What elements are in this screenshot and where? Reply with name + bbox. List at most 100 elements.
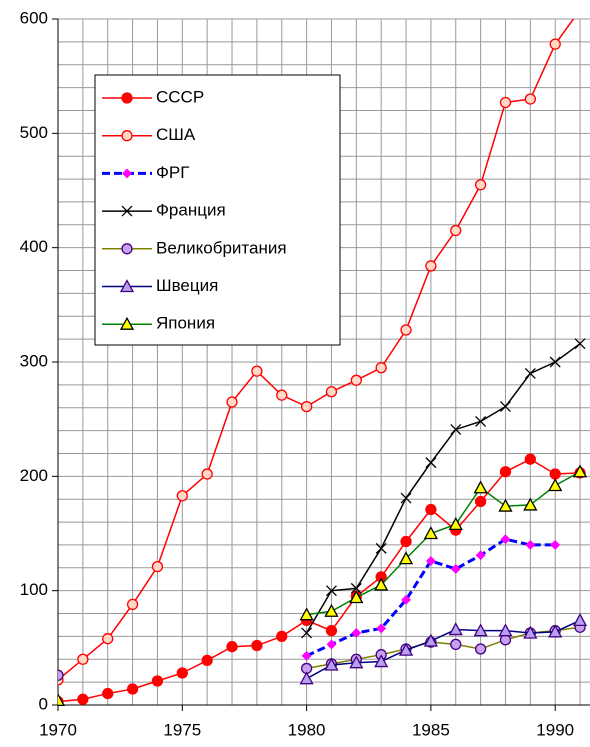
marker xyxy=(401,594,411,605)
marker xyxy=(549,468,561,480)
marker xyxy=(525,540,536,550)
legend-label: Франция xyxy=(156,201,226,220)
marker xyxy=(201,468,213,480)
marker xyxy=(473,480,488,494)
marker xyxy=(349,655,364,669)
marker xyxy=(400,492,412,504)
marker xyxy=(102,687,114,700)
marker xyxy=(575,5,585,15)
marker xyxy=(524,453,536,465)
marker xyxy=(201,654,213,667)
marker xyxy=(299,607,314,621)
marker xyxy=(549,38,561,50)
legend-box xyxy=(94,74,341,346)
marker xyxy=(498,498,513,512)
marker xyxy=(473,623,488,637)
plot-area xyxy=(58,5,588,706)
marker xyxy=(448,516,463,531)
marker xyxy=(351,628,362,638)
legend-label: СССР xyxy=(156,87,204,106)
marker xyxy=(448,622,463,636)
marker xyxy=(398,642,414,656)
marker xyxy=(549,356,561,368)
marker xyxy=(350,582,362,594)
marker xyxy=(548,478,563,492)
marker xyxy=(121,205,133,217)
marker xyxy=(450,423,462,435)
marker xyxy=(325,386,338,398)
marker xyxy=(350,374,362,386)
marker xyxy=(524,93,536,105)
x-tick-label: 1970 xyxy=(39,720,77,739)
marker xyxy=(475,415,487,427)
series-line xyxy=(306,619,581,680)
marker xyxy=(550,540,561,550)
y-tick-label: 500 xyxy=(20,123,48,142)
marker xyxy=(251,639,263,652)
marker xyxy=(548,624,563,638)
y-tick-label: 400 xyxy=(20,237,48,256)
marker xyxy=(301,650,312,661)
marker xyxy=(119,316,135,330)
marker xyxy=(58,693,66,706)
marker xyxy=(423,633,438,647)
legend: СССР США ФРГ Франция Великобритания Швеция Япо… xyxy=(94,74,341,346)
marker xyxy=(77,693,89,705)
y-tick-label: 600 xyxy=(20,8,48,27)
marker xyxy=(176,490,188,502)
marker xyxy=(299,671,314,685)
y-tick-label: 300 xyxy=(20,351,48,370)
marker xyxy=(523,625,538,639)
marker xyxy=(122,168,132,179)
marker xyxy=(500,534,511,545)
marker xyxy=(450,638,462,651)
marker xyxy=(475,550,486,561)
marker xyxy=(376,623,387,634)
marker xyxy=(425,503,437,516)
marker xyxy=(121,130,133,142)
marker xyxy=(58,669,64,681)
marker xyxy=(474,179,487,191)
marker xyxy=(251,365,263,377)
marker xyxy=(425,260,437,272)
marker xyxy=(524,367,536,379)
marker xyxy=(499,466,512,478)
x-tick-label: 1980 xyxy=(288,720,326,739)
marker xyxy=(77,653,89,665)
marker xyxy=(300,400,313,413)
marker xyxy=(324,603,339,617)
legend-label: США xyxy=(156,125,196,144)
series-line xyxy=(58,458,581,703)
legend-label: ФРГ xyxy=(156,163,189,182)
marker xyxy=(375,542,387,554)
marker xyxy=(500,401,511,413)
marker xyxy=(126,683,139,695)
marker xyxy=(324,657,339,671)
marker xyxy=(398,551,414,565)
y-tick-label: 0 xyxy=(39,694,48,713)
x-tick-label: 1990 xyxy=(536,720,574,739)
marker xyxy=(301,627,313,639)
marker xyxy=(450,564,461,574)
marker xyxy=(325,625,338,637)
marker xyxy=(151,561,164,573)
marker xyxy=(498,623,513,637)
marker xyxy=(400,535,412,548)
x-tick-label: 1985 xyxy=(412,720,450,739)
marker xyxy=(176,667,188,679)
marker xyxy=(119,279,135,293)
marker xyxy=(374,654,389,668)
marker xyxy=(423,526,438,540)
series-line xyxy=(58,19,575,681)
series-line xyxy=(306,471,581,616)
series-line xyxy=(305,343,581,634)
legend-label: Швеция xyxy=(156,276,218,295)
marker xyxy=(226,396,238,408)
marker xyxy=(474,643,487,655)
marker xyxy=(151,675,164,687)
marker xyxy=(326,639,337,650)
marker xyxy=(425,457,437,469)
marker xyxy=(276,630,288,643)
marker xyxy=(523,497,538,511)
